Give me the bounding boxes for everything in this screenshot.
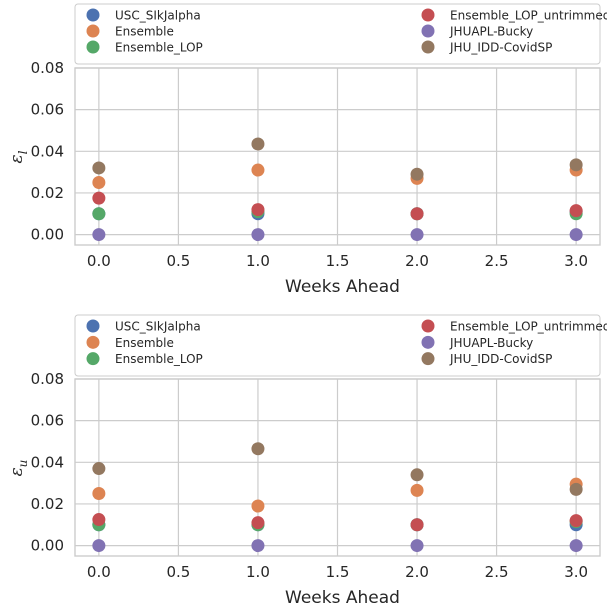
data-point-jhuapl-bucky [410,539,424,553]
y-tick-label: 0.04 [31,142,64,160]
x-tick-label: 0.5 [166,252,190,270]
legend-label-ensemble: Ensemble [115,25,174,39]
legend-label-jhu-idd-covidsp: JHU_IDD-CovidSP [449,352,552,366]
data-point-jhuapl-bucky [569,539,583,553]
data-point-ensemble [92,487,106,501]
legend-label-ensemble-lop: Ensemble_LOP [115,352,203,366]
legend-label-jhuapl-bucky: JHUAPL-Bucky [449,336,533,350]
legend-marker-usc-sikjalpha [86,319,100,333]
legend-marker-usc-sikjalpha [86,8,100,22]
y-tick-label: 0.02 [31,495,64,513]
legend-marker-jhu-idd-covidsp [421,40,435,54]
data-point-ensemble [251,499,265,513]
data-point-ensemble [92,176,106,190]
chart-panel-epsilon-l: 0.0 0.5 1.0 1.5 2.0 2.5 3.0 0.00 0.02 0.04 0.06 0.0… [7,3,607,297]
x-tick-label: 0.0 [87,252,111,270]
legend-marker-ensemble [86,335,100,349]
data-point-jhuapl-bucky [92,228,106,242]
data-point-ensemble [410,483,424,497]
x-tick-label: 2.0 [405,563,429,581]
chart-panel-epsilon-u: 0.0 0.5 1.0 1.5 2.0 2.5 3.0 0.00 0.02 0.04 0.06 0.0… [7,314,607,608]
x-tick-label: 1.5 [326,563,350,581]
x-axis-label: Weeks Ahead [285,277,400,297]
plot-frame [74,378,601,557]
y-tick-label: 0.06 [31,412,64,430]
data-point-jhu-idd-covidsp [410,468,424,482]
data-point-jhu-idd-covidsp [251,137,265,151]
legend-box [74,3,601,65]
x-tick-label: 2.5 [485,252,509,270]
y-tick-label: 0.04 [31,453,64,471]
legend-label-jhu-idd-covidsp: JHU_IDD-CovidSP [449,41,552,55]
data-point-jhu-idd-covidsp [92,462,106,476]
y-axis-label-subscript: l [16,150,30,154]
y-axis-label: εu [7,460,30,477]
legend-marker-ensemble-lop [86,352,100,366]
y-tick-label: 0.02 [31,184,64,202]
data-point-ensemble-lop-untrimmed [251,203,265,217]
y-tick-label: 0.06 [31,101,64,119]
data-point-jhuapl-bucky [251,228,265,242]
x-tick-label: 3.0 [564,563,588,581]
data-point-ensemble-lop [92,207,106,221]
x-tick-label: 2.0 [405,252,429,270]
data-point-jhu-idd-covidsp [251,442,265,456]
data-point-ensemble-lop-untrimmed [569,204,583,218]
x-tick-label: 2.5 [485,563,509,581]
y-axis-label-symbol: ε [7,467,27,476]
y-axis-label-symbol: ε [7,154,27,163]
y-tick-label: 0.00 [31,537,64,555]
legend-marker-jhuapl-bucky [421,24,435,38]
data-point-ensemble-lop-untrimmed [92,191,106,205]
legend-marker-ensemble [86,24,100,38]
legend-marker-ensemble-lop-untrimmed [421,8,435,22]
data-point-ensemble-lop-untrimmed [410,207,424,221]
data-point-ensemble-lop-untrimmed [569,514,583,528]
legend-label-usc-sikjalpha: USC_SIkJalpha [115,9,201,23]
y-tick-label: 0.00 [31,226,64,244]
y-tick-label: 0.08 [31,59,64,77]
legend-marker-jhuapl-bucky [421,335,435,349]
legend-marker-jhu-idd-covidsp [421,352,435,366]
data-point-jhu-idd-covidsp [569,158,583,172]
plot-frame [74,67,601,246]
x-tick-label: 3.0 [564,252,588,270]
legend-label-ensemble-lop: Ensemble_LOP [115,41,203,55]
x-tick-label: 1.0 [246,563,270,581]
x-tick-label: 1.0 [246,252,270,270]
y-axis-label: εl [7,150,30,163]
x-tick-label: 0.0 [87,563,111,581]
x-tick-label: 0.5 [166,563,190,581]
y-axis-label-subscript: u [16,460,30,468]
legend-marker-ensemble-lop [86,40,100,54]
legend-label-ensemble: Ensemble [115,336,174,350]
x-axis-label: Weeks Ahead [285,588,400,608]
data-point-jhuapl-bucky [569,228,583,242]
legend-label-usc-sikjalpha: USC_SIkJalpha [115,320,201,334]
x-tick-label: 1.5 [326,252,350,270]
data-point-jhuapl-bucky [410,228,424,242]
legend-label-ensemble-lop-untrimmed: Ensemble_LOP_untrimmed [450,320,607,334]
legend-label-jhuapl-bucky: JHUAPL-Bucky [449,25,533,39]
y-tick-label: 0.08 [31,370,64,388]
data-point-ensemble-lop-untrimmed [410,518,424,532]
legend-box [74,314,601,377]
data-point-jhuapl-bucky [251,539,265,553]
data-point-ensemble [251,163,265,177]
legend-label-ensemble-lop-untrimmed: Ensemble_LOP_untrimmed [450,9,607,23]
data-point-ensemble-lop-untrimmed [92,513,106,527]
data-point-jhu-idd-covidsp [410,167,424,181]
data-point-ensemble-lop-untrimmed [251,516,265,530]
legend-marker-ensemble-lop-untrimmed [421,319,435,333]
data-point-jhuapl-bucky [92,539,106,553]
data-point-jhu-idd-covidsp [92,161,106,175]
data-point-jhu-idd-covidsp [569,482,583,496]
